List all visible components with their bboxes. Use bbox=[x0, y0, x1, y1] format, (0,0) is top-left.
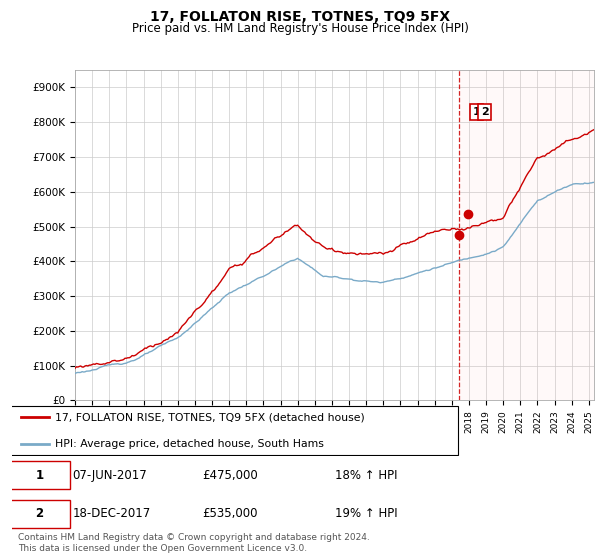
Text: 2: 2 bbox=[35, 507, 43, 520]
FancyBboxPatch shape bbox=[9, 461, 70, 489]
Text: 2: 2 bbox=[481, 107, 489, 117]
Text: Contains HM Land Registry data © Crown copyright and database right 2024.
This d: Contains HM Land Registry data © Crown c… bbox=[18, 533, 370, 553]
Text: 18-DEC-2017: 18-DEC-2017 bbox=[73, 507, 151, 520]
Text: HPI: Average price, detached house, South Hams: HPI: Average price, detached house, Sout… bbox=[55, 439, 324, 449]
Text: Price paid vs. HM Land Registry's House Price Index (HPI): Price paid vs. HM Land Registry's House … bbox=[131, 22, 469, 35]
Text: 17, FOLLATON RISE, TOTNES, TQ9 5FX: 17, FOLLATON RISE, TOTNES, TQ9 5FX bbox=[150, 10, 450, 24]
FancyBboxPatch shape bbox=[9, 407, 458, 455]
Bar bbox=[460, 70, 594, 400]
Text: 18% ↑ HPI: 18% ↑ HPI bbox=[335, 469, 397, 482]
Text: 1: 1 bbox=[35, 469, 43, 482]
Text: 1: 1 bbox=[472, 107, 480, 117]
Text: 17, FOLLATON RISE, TOTNES, TQ9 5FX (detached house): 17, FOLLATON RISE, TOTNES, TQ9 5FX (deta… bbox=[55, 412, 365, 422]
FancyBboxPatch shape bbox=[9, 500, 70, 528]
Text: 07-JUN-2017: 07-JUN-2017 bbox=[73, 469, 147, 482]
Text: £475,000: £475,000 bbox=[202, 469, 258, 482]
Text: £535,000: £535,000 bbox=[202, 507, 257, 520]
Text: 19% ↑ HPI: 19% ↑ HPI bbox=[335, 507, 397, 520]
